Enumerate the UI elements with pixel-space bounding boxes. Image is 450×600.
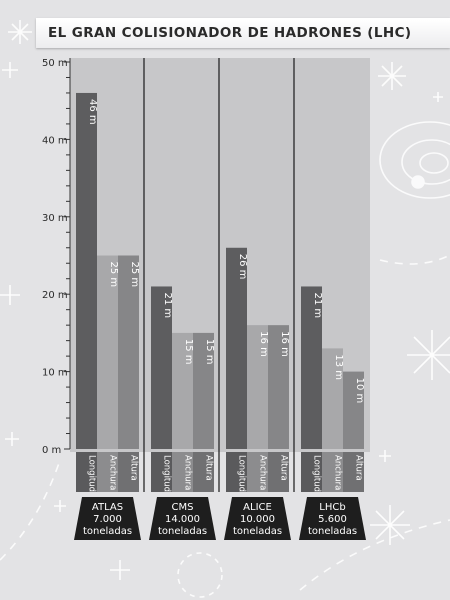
orbit-ring [401,139,450,185]
dimension-label: Anchura [108,455,118,490]
bar [247,325,268,449]
dimension-label: Longitud [87,455,97,492]
dimension-strip [76,452,97,492]
bar-value-label: 16 m [258,331,269,357]
chart-title: El gran colisionador de hadrones (LHC) [48,25,412,41]
bar [118,255,139,449]
bar-value-label: 15 m [204,339,215,365]
bar-value-label: 25 m [129,262,140,288]
y-tick-label: 0 m [42,445,61,456]
dimension-label: Longitud [162,455,172,492]
star-icon [370,505,410,545]
y-tick-label: 50 m [42,58,68,69]
star-icon [5,432,19,446]
dimension-label: Altura [354,455,364,481]
dimension-strip [97,452,118,492]
star-icon [8,20,32,44]
bar-value-label: 46 m [87,99,98,125]
group-label-box [299,497,366,540]
dimension-label: Altura [204,455,214,481]
group-label-line: 7.000 [93,514,122,525]
group-label-line: 5.600 [318,514,347,525]
group-label-line: ALICE [243,502,272,513]
bar [76,92,97,450]
bar [301,286,322,449]
group-label-line: toneladas [158,526,207,537]
dimension-strip [268,452,289,492]
bar-value-label: 21 m [162,292,173,318]
group-label-line: LHCb [319,502,345,513]
group-label-line: 14.000 [165,514,200,525]
star-icon [407,330,450,380]
bar [268,325,289,449]
dimension-strip [226,452,247,492]
group-label-box [224,497,291,540]
bar-value-label: 15 m [183,339,194,365]
dimension-strip [322,452,343,492]
group-label-line: 10.000 [240,514,275,525]
star-icon [433,92,443,102]
bar-value-label: 10 m [354,378,365,404]
bar-value-label: 13 m [333,354,344,380]
star-icon [378,62,406,90]
group-label-line: toneladas [83,526,132,537]
bar [343,371,364,449]
orbit-ring [299,519,450,591]
orbit-ring [379,254,450,265]
star-icon [54,500,66,512]
y-tick-label: 20 m [42,290,68,301]
dimension-strip [343,452,364,492]
y-tick-label: 30 m [42,213,68,224]
group-label-line: CMS [172,502,194,513]
group-label-box [74,497,141,540]
orbit-ring [177,552,223,598]
y-tick-label: 10 m [42,368,68,379]
dimension-strip [118,452,139,492]
dimension-label: Longitud [237,455,247,492]
bar [226,247,247,449]
dimension-label: Altura [129,455,139,481]
dimension-label: Anchura [333,455,343,490]
planet-icon [411,175,425,189]
dimension-strip [247,452,268,492]
star-icon [2,62,18,78]
dimension-label: Anchura [258,455,268,490]
dimension-strip [151,452,172,492]
bar [172,332,193,449]
bar [97,255,118,449]
group-label-line: toneladas [308,526,357,537]
bar-value-label: 16 m [279,331,290,357]
group-label-line: ATLAS [92,502,123,513]
y-tick-label: 40 m [42,135,68,146]
dimension-strip [172,452,193,492]
star-icon [379,450,391,462]
dimension-strip [193,452,214,492]
bar [151,286,172,449]
bar-value-label: 25 m [108,262,119,288]
star-icon [110,560,130,580]
dimension-label: Anchura [183,455,193,490]
title-banner: El gran colisionador de hadrones (LHC) [36,18,450,48]
dimension-strip [301,452,322,492]
orbit-ring [379,121,450,199]
group-label-box [149,497,216,540]
bar [193,332,214,449]
dimension-label: Altura [279,455,289,481]
bar [322,348,343,449]
star-icon [0,285,20,305]
dimension-label: Longitud [312,455,322,492]
group-label-line: toneladas [233,526,282,537]
orbit-ring [419,152,449,174]
bar-value-label: 21 m [312,292,323,318]
bar-value-label: 26 m [237,254,248,280]
